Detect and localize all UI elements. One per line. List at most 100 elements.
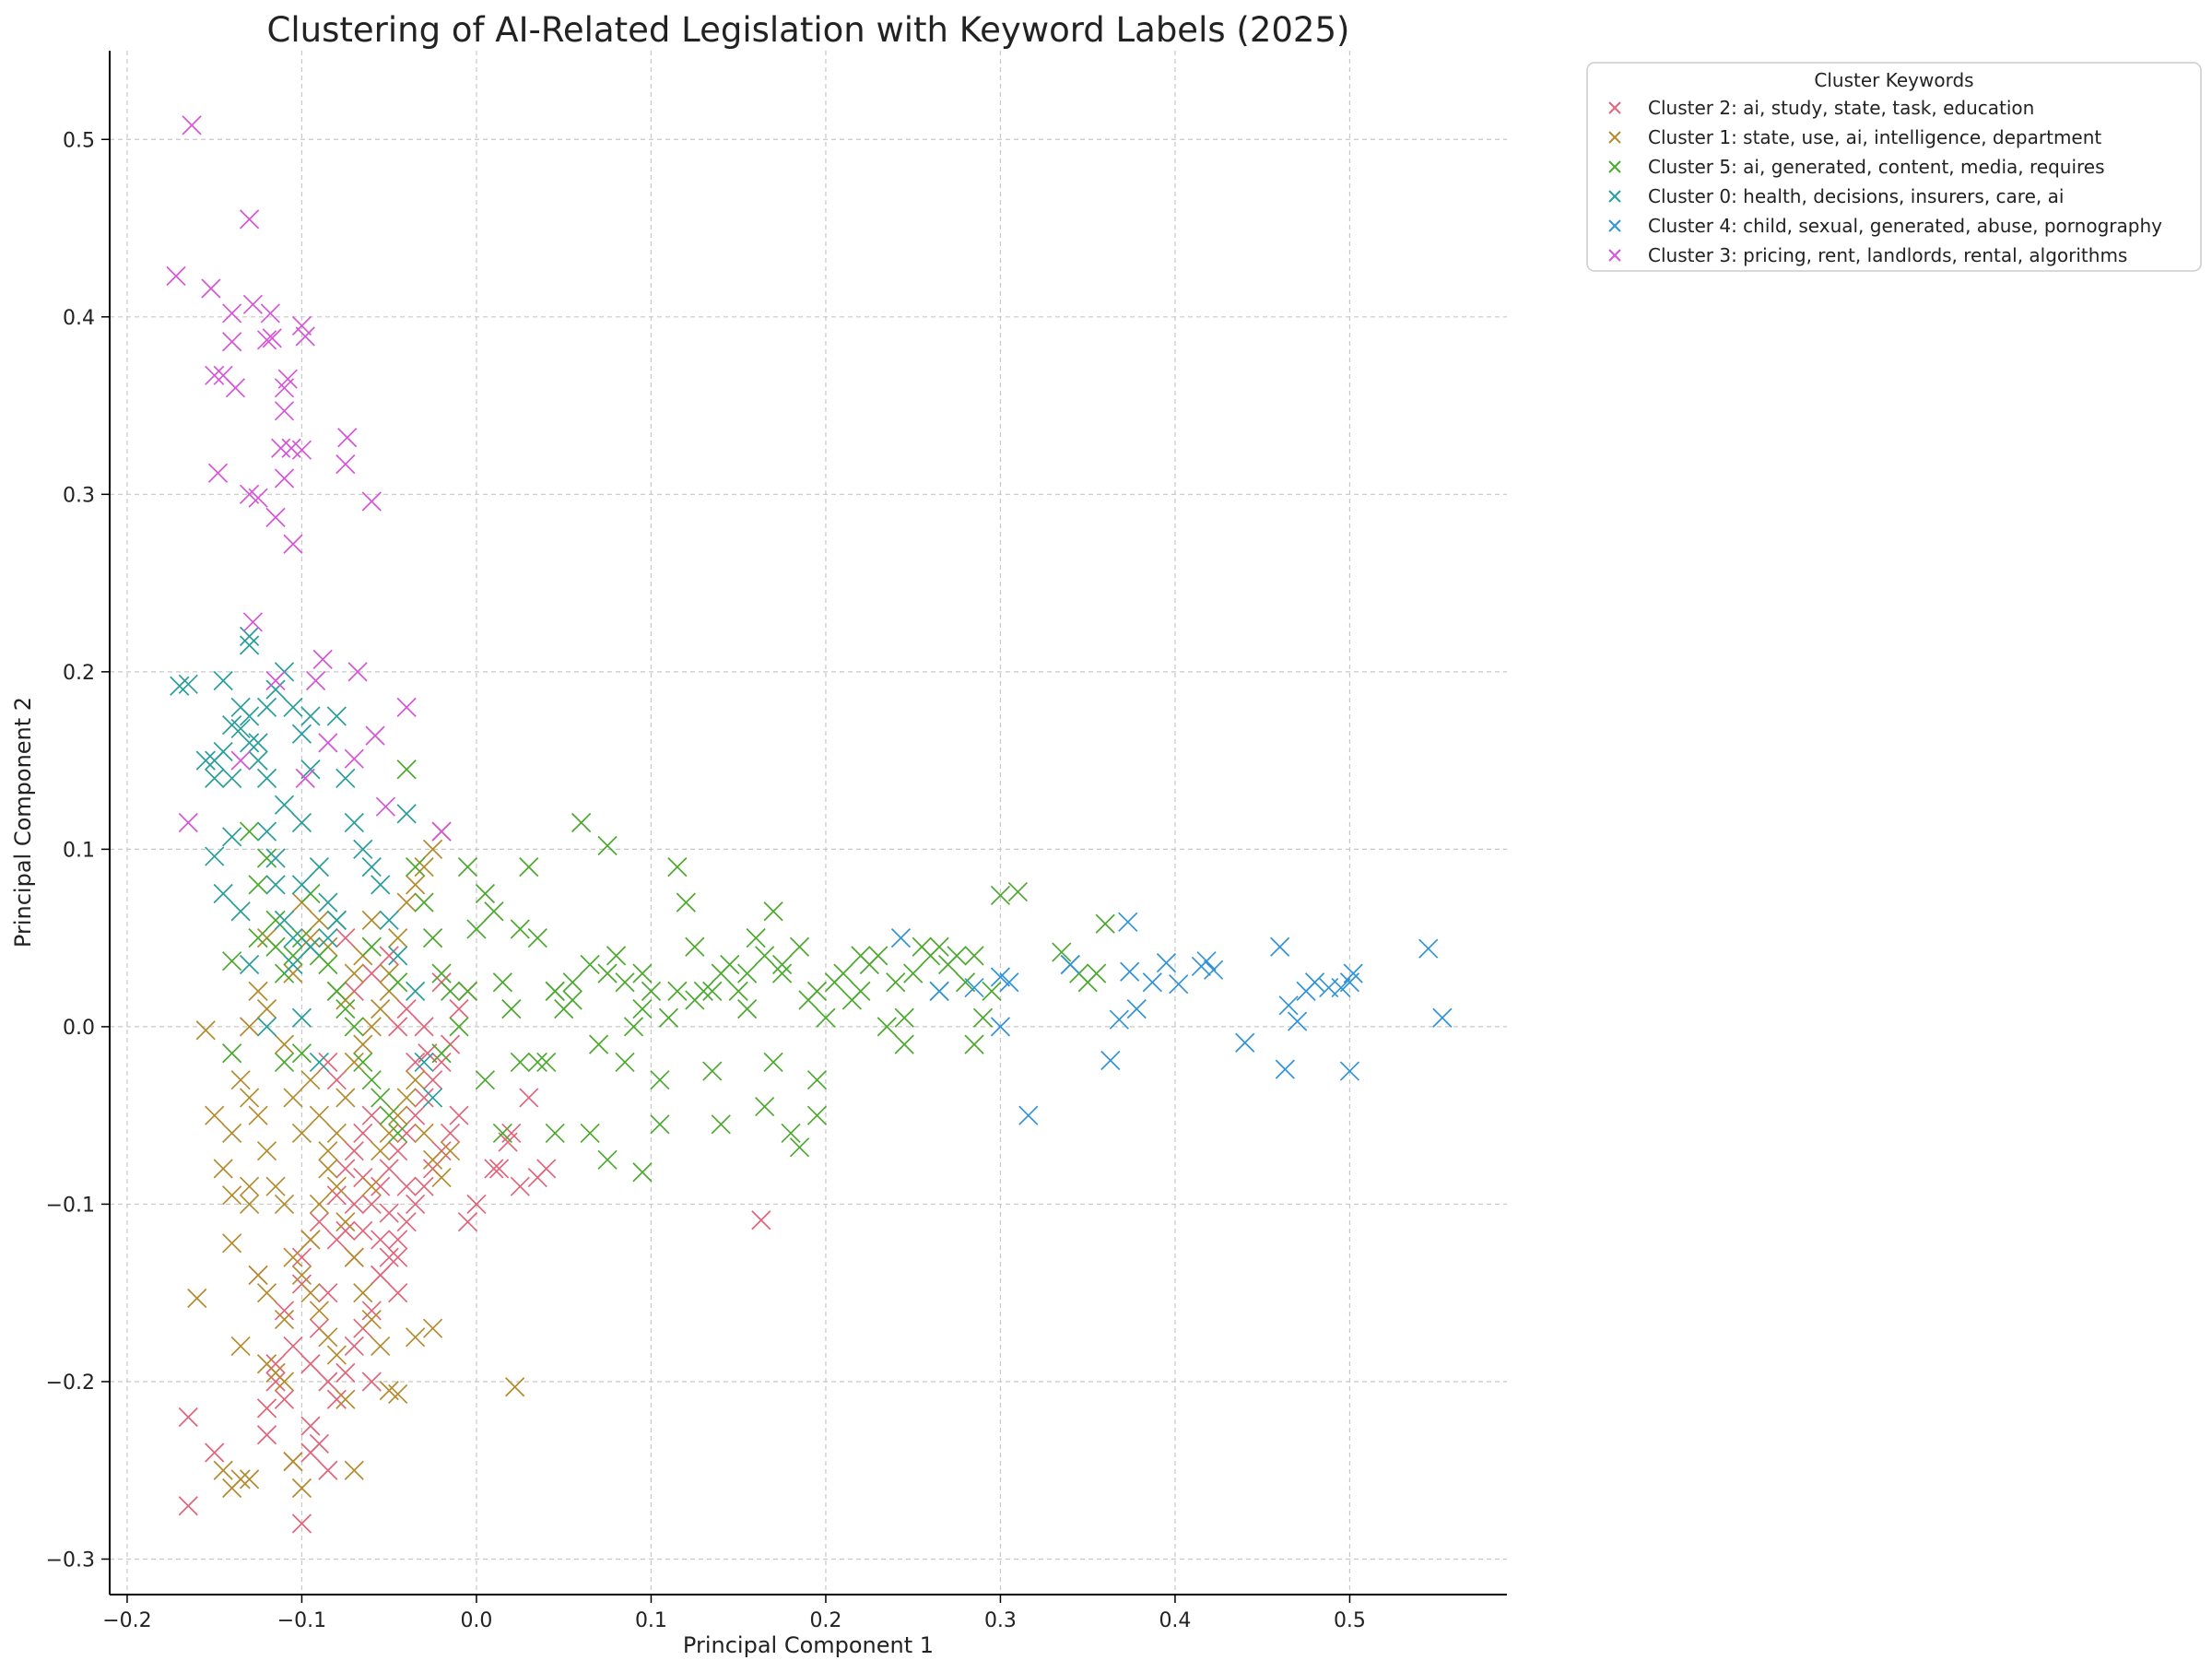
data-point (890, 928, 912, 948)
x-tick-label: 0.1 (635, 1609, 667, 1632)
data-point (510, 919, 530, 939)
data-point (379, 910, 399, 930)
data-point (344, 1052, 364, 1073)
data-point (623, 1017, 644, 1037)
data-point (239, 209, 260, 230)
data-point (388, 1123, 408, 1144)
data-point (449, 1105, 469, 1125)
data-point (676, 892, 696, 913)
data-point (1120, 961, 1140, 982)
data-point (274, 1309, 295, 1330)
data-point (1018, 1105, 1039, 1125)
data-point (833, 963, 853, 983)
data-point (239, 1176, 260, 1196)
data-point (361, 1301, 382, 1321)
data-point (318, 1460, 338, 1480)
data-point (457, 981, 478, 1002)
data-point (361, 910, 382, 930)
data-point (505, 1377, 525, 1397)
data-point (615, 1052, 635, 1073)
data-point (388, 1247, 408, 1267)
data-point (205, 1442, 225, 1463)
data-point (265, 679, 286, 700)
data-point (326, 981, 347, 1002)
data-point (947, 946, 967, 966)
data-point (361, 491, 382, 512)
data-point (248, 981, 268, 1002)
y-tick-label: −0.3 (46, 1548, 95, 1572)
data-point (1095, 913, 1115, 934)
data-point (414, 857, 434, 877)
data-point (396, 892, 417, 913)
data-point (388, 1141, 408, 1161)
data-point (326, 1176, 347, 1196)
data-point (365, 725, 385, 746)
data-point (300, 1230, 321, 1250)
data-point (335, 453, 356, 475)
data-point (737, 999, 758, 1019)
data-point (260, 303, 280, 324)
data-point (344, 963, 364, 983)
y-ticks: −0.3 −0.2 −0.1 0.0 0.1 0.2 0.3 0.4 0.5 (46, 129, 110, 1572)
data-point (667, 981, 688, 1002)
data-point (396, 804, 417, 824)
axes (109, 51, 1507, 1595)
data-point (571, 812, 592, 833)
legend-box (1586, 62, 2202, 272)
y-tick-label: 0.2 (63, 662, 95, 685)
data-point (230, 901, 251, 922)
data-point (658, 1007, 679, 1028)
data-point (361, 1017, 382, 1037)
data-point (597, 835, 618, 856)
data-point (806, 1105, 828, 1125)
data-point (256, 821, 277, 842)
data-point (379, 1123, 399, 1144)
series-cluster-5 (166, 115, 452, 842)
data-point (283, 534, 303, 554)
data-point (239, 626, 260, 646)
data-point (335, 1159, 356, 1179)
data-point (964, 946, 984, 966)
data-point (972, 1007, 994, 1028)
data-point (606, 946, 627, 966)
data-point (187, 1288, 207, 1309)
data-point (300, 1070, 321, 1090)
y-axis-label: Principal Component 2 (10, 697, 36, 948)
data-point (222, 827, 242, 847)
data-point (274, 1052, 295, 1073)
data-point (326, 1070, 347, 1090)
data-point (955, 972, 976, 993)
data-point (361, 1309, 382, 1330)
data-point (242, 294, 263, 314)
data-point (751, 1210, 771, 1230)
data-point (222, 715, 242, 736)
data-point (291, 1123, 312, 1144)
x-tick-label: 0.5 (1334, 1609, 1366, 1632)
data-point (295, 768, 315, 788)
grid (110, 51, 1507, 1595)
data-point (440, 1123, 461, 1144)
data-point (406, 1327, 426, 1348)
data-point (475, 883, 496, 904)
data-point (318, 1159, 338, 1179)
data-point (335, 999, 356, 1019)
data-point (1126, 999, 1147, 1019)
data-point (1156, 952, 1177, 973)
data-point (207, 463, 229, 483)
data-point (256, 1283, 277, 1303)
data-point (894, 1007, 914, 1028)
data-point (353, 839, 373, 859)
data-point (519, 1088, 539, 1108)
data-point (326, 1185, 347, 1206)
data-point (1052, 942, 1072, 962)
data-point (388, 1384, 408, 1405)
data-point (239, 635, 260, 655)
data-point (414, 1088, 434, 1108)
data-point (248, 733, 268, 753)
data-point (265, 1354, 286, 1374)
data-point (929, 936, 949, 957)
legend-entry-label: Cluster 3: pricing, rent, landlords, ren… (1648, 244, 2127, 266)
data-point (248, 750, 268, 771)
data-point (178, 1407, 198, 1428)
data-point (347, 662, 368, 682)
